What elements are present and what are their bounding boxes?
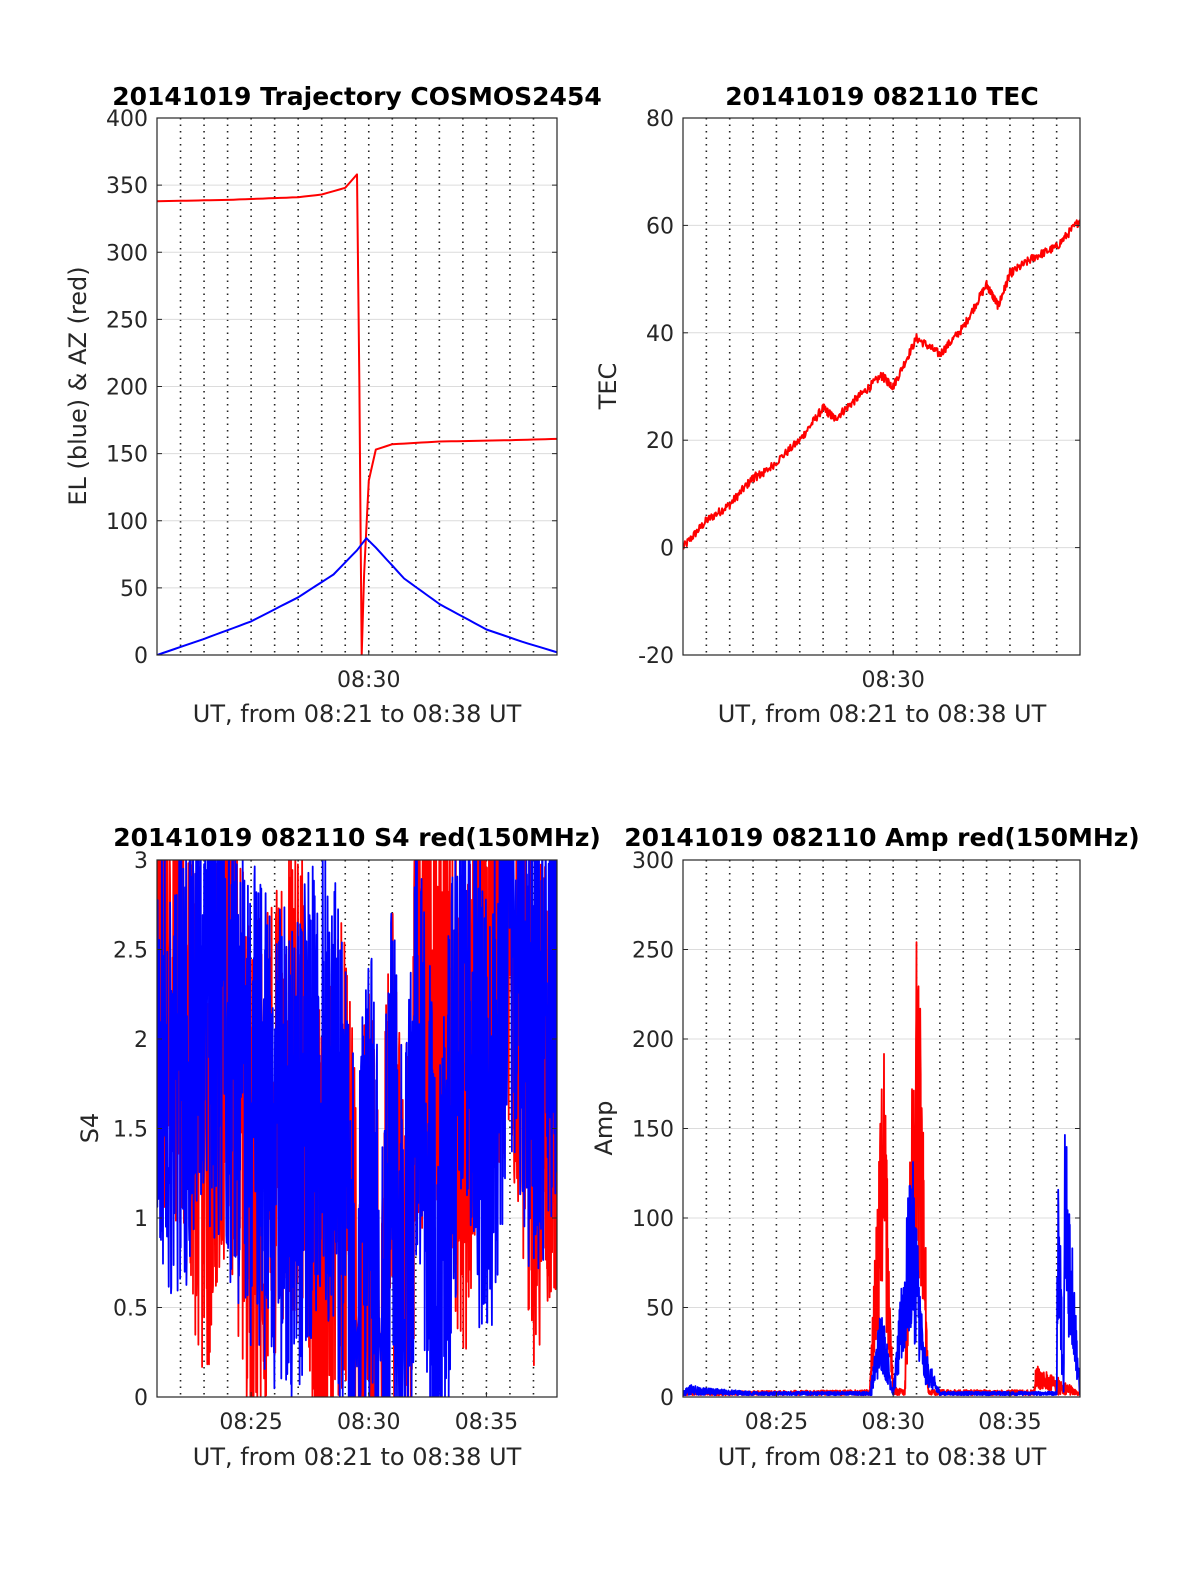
y-tick-label: 300 [106,241,148,266]
y-tick-label: 250 [106,308,148,333]
y-axis-label: Amp [590,1100,618,1155]
chart-title: 20141019 Trajectory COSMOS2454 [112,82,602,111]
chart-title: 20141019 082110 S4 red(150MHz) [113,823,601,852]
y-axis-label: TEC [594,363,622,411]
x-tick-label: 08:30 [337,668,400,693]
x-tick-label: 08:25 [219,1410,282,1435]
series-line-blue [157,860,557,1397]
y-tick-label: 0 [660,537,674,562]
chart-trajectory: 20141019 Trajectory COSMOS2454 0 50 100 150… [64,82,602,728]
x-tick-label: 08:30 [337,1410,400,1435]
y-tick-label: 250 [632,939,674,964]
y-axis-label: EL (blue) & AZ (red) [64,266,92,505]
y-tick-label: 100 [632,1207,674,1232]
y-tick-label: 60 [646,214,674,239]
series-line-red [683,219,1080,550]
y-tick-label: 300 [632,849,674,874]
chart-amp: 20141019 082110 Amp red(150MHz) 0 50 100 15… [590,823,1140,1471]
y-tick-label: 40 [646,322,674,347]
y-tick-label: 150 [632,1118,674,1143]
chart-tec: 20141019 082110 TEC -20 0 20 40 60 80 08:30 UT… [594,82,1081,728]
y-tick-label: 3 [134,849,148,874]
series-line-blue [157,537,557,655]
y-tick-label: 0.5 [113,1297,148,1322]
x-tick-label: 08:35 [455,1410,518,1435]
y-tick-label: 150 [106,443,148,468]
y-tick-label: 100 [106,510,148,535]
y-tick-label: 80 [646,107,674,132]
y-tick-label: 350 [106,174,148,199]
plot-frame [682,117,1081,656]
series-line-blue [683,1134,1080,1397]
chart-title: 20141019 082110 TEC [725,82,1038,111]
x-tick-label: 08:30 [861,668,924,693]
y-tick-label: 20 [646,429,674,454]
y-tick-label: 200 [632,1028,674,1053]
y-tick-label: 200 [106,376,148,401]
x-axis-label: UT, from 08:21 to 08:38 UT [193,700,522,728]
y-tick-label: 400 [106,107,148,132]
y-tick-label: 2.5 [113,939,148,964]
y-tick-label: 50 [646,1297,674,1322]
x-axis-label: UT, from 08:21 to 08:38 UT [193,1443,522,1471]
y-tick-label: 1 [134,1207,148,1232]
chart-title: 20141019 082110 Amp red(150MHz) [624,823,1140,852]
x-tick-label: 08:35 [978,1410,1041,1435]
y-tick-label: 50 [120,577,148,602]
x-tick-label: 08:30 [861,1410,924,1435]
x-tick-label: 08:25 [745,1410,808,1435]
y-axis-label: S4 [76,1113,104,1144]
y-tick-label: 2 [134,1028,148,1053]
y-tick-label: 0 [660,1386,674,1411]
x-axis-label: UT, from 08:21 to 08:38 UT [718,1443,1047,1471]
y-tick-label: -20 [638,644,674,669]
y-tick-label: 0 [134,1386,148,1411]
y-tick-label: 0 [134,644,148,669]
series-line-red [157,173,557,655]
chart-s4: 20141019 082110 S4 red(150MHz) 0 0.5 1 1.5 2… [76,823,601,1471]
x-axis-label: UT, from 08:21 to 08:38 UT [718,700,1047,728]
y-tick-label: 1.5 [113,1118,148,1143]
